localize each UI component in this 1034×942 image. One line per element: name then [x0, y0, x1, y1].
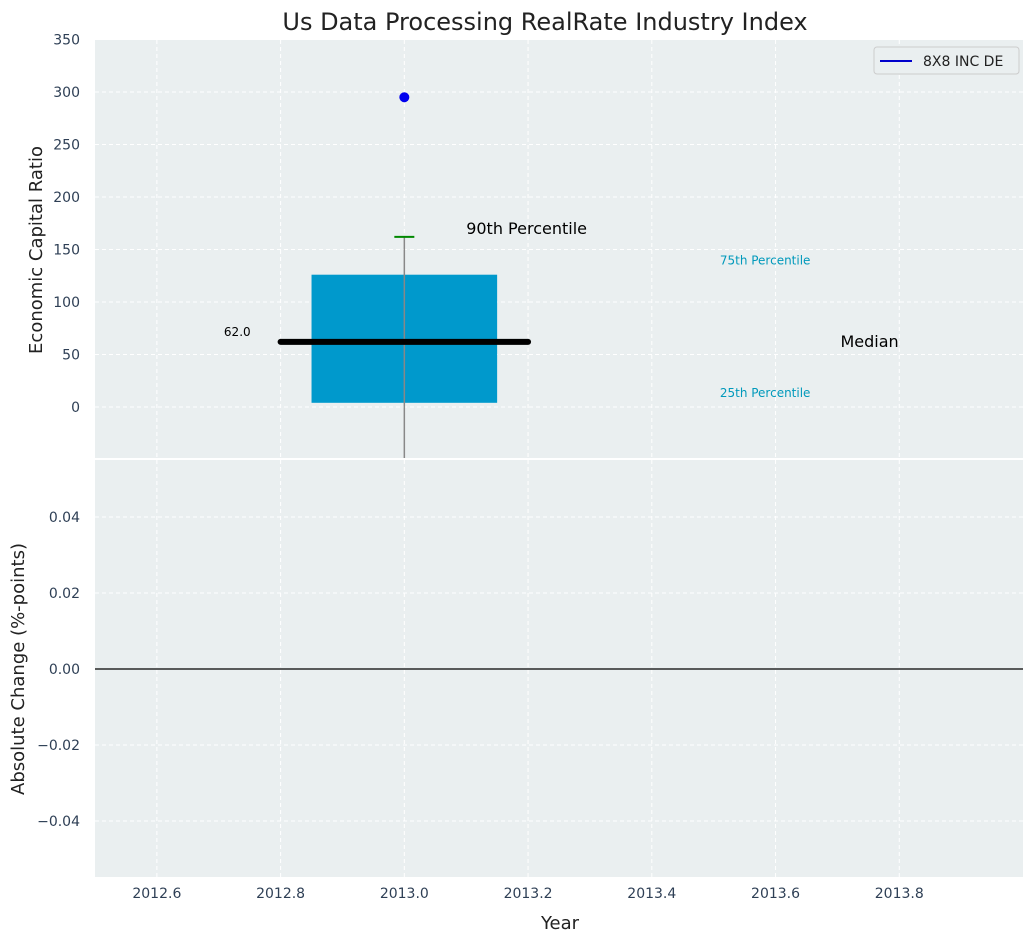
top-y-tick-label: 350: [53, 33, 80, 49]
x-tick-label: 2012.6: [132, 886, 181, 902]
top-y-tick-label: 0: [71, 400, 80, 416]
x-tick-label: 2012.8: [256, 886, 305, 902]
annotation-75th-percentile: 75th Percentile: [720, 254, 811, 268]
x-tick-label: 2013.4: [627, 886, 676, 902]
legend: 8X8 INC DE: [873, 46, 1020, 75]
median-value-label: 62.0: [224, 325, 251, 339]
chart-title: Us Data Processing RealRate Industry Ind…: [282, 8, 807, 36]
top-y-tick-label: 250: [53, 138, 80, 154]
top-y-tick-labels: 0 50 100 150 200 250 300 350: [53, 33, 80, 417]
annotation-median: Median: [840, 332, 898, 351]
annotation-25th-percentile: 25th Percentile: [720, 386, 811, 400]
bottom-y-tick-labels: 0.04 0.02 0.00 −0.02 −0.04: [37, 510, 80, 830]
bottom-y-tick-label: −0.02: [37, 738, 80, 754]
legend-entry-label: 8X8 INC DE: [923, 54, 1003, 70]
x-tick-label: 2013.2: [504, 886, 553, 902]
x-tick-label: 2013.6: [751, 886, 800, 902]
x-tick-label: 2013.8: [875, 886, 924, 902]
top-y-tick-label: 50: [62, 348, 80, 364]
top-y-tick-label: 150: [53, 243, 80, 259]
bottom-y-tick-label: 0.04: [49, 510, 80, 526]
top-y-tick-label: 200: [53, 190, 80, 206]
x-tick-labels: 2012.6 2012.8 2013.0 2013.2 2013.4 2013.6 2013…: [132, 886, 923, 902]
bottom-y-tick-label: 0.00: [49, 662, 80, 678]
top-y-tick-label: 100: [53, 295, 80, 311]
top-y-tick-label: 300: [53, 85, 80, 101]
x-tick-label: 2013.0: [380, 886, 429, 902]
annotation-90th-percentile: 90th Percentile: [466, 219, 587, 238]
top-y-axis-label: Economic Capital Ratio: [26, 146, 47, 354]
legend-box: [873, 46, 1020, 75]
top-plot-area: 62.0 90th Percentile 75th Percentile Med…: [224, 92, 899, 458]
bottom-y-axis-label: Absolute Change (%-points): [8, 543, 29, 795]
bottom-y-tick-label: 0.02: [49, 586, 80, 602]
x-axis-label: Year: [540, 913, 580, 934]
bottom-y-tick-label: −0.04: [37, 814, 80, 830]
company-point: [399, 92, 410, 103]
top-gridlines: [95, 39, 1023, 458]
